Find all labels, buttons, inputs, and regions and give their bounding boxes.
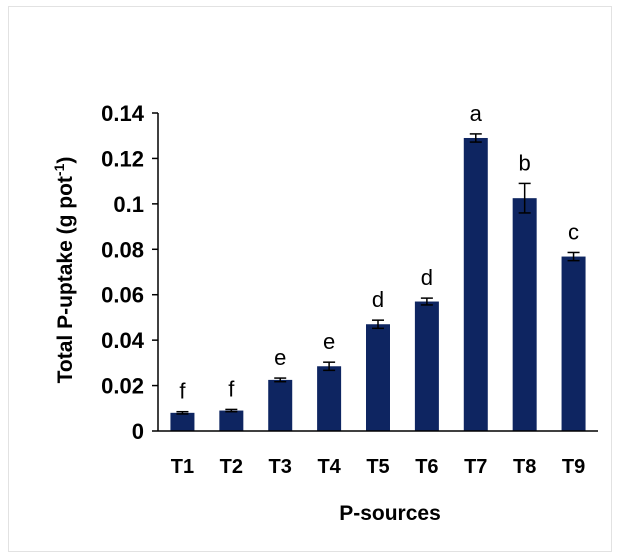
y-tick-label: 0.08: [101, 237, 144, 262]
significance-letter-t9: c: [568, 219, 579, 244]
x-tick-label-t1: T1: [171, 456, 194, 478]
error-bar-t7: [469, 133, 482, 143]
bar-t7: [463, 137, 488, 431]
bars-layer: [170, 137, 586, 431]
significance-letter-t6: d: [421, 265, 433, 290]
y-tick-label: 0.06: [101, 283, 144, 308]
error-bar-t5: [372, 319, 384, 330]
y-axis-title-main: Total P-uptake (g pot: [54, 176, 77, 383]
y-tick-label: 0.04: [101, 328, 145, 353]
bar-t9: [561, 256, 586, 431]
x-tick-label-t2: T2: [220, 456, 243, 478]
significance-letter-t3: e: [274, 345, 286, 370]
error-bar-t8: [518, 182, 531, 214]
error-bar-t4: [323, 361, 336, 372]
y-tick-label: 0: [132, 419, 144, 444]
x-tick-label-t6: T6: [415, 456, 438, 478]
x-tick-label-t9: T9: [562, 456, 585, 478]
bar-t2: [219, 410, 244, 431]
significance-letter-t8: b: [519, 150, 531, 175]
y-tick-label: 0.02: [101, 374, 144, 399]
y-axis-title: Total P-uptake (g pot-1): [51, 157, 77, 384]
x-axis-title: P-sources: [339, 502, 441, 525]
y-tick-label: 0.14: [101, 101, 145, 126]
bar-t6: [414, 301, 439, 431]
x-tick-label-t3: T3: [269, 456, 292, 478]
x-tick-label-t5: T5: [366, 456, 389, 478]
y-tick-label: 0.1: [113, 192, 144, 217]
x-tick-label-t4: T4: [317, 456, 341, 478]
significance-letter-t1: f: [179, 379, 186, 404]
significance-letter-t4: e: [323, 329, 335, 354]
x-tick-label-t8: T8: [513, 456, 536, 478]
bar-t3: [268, 379, 293, 431]
bar-t5: [366, 324, 390, 431]
bar-t4: [317, 366, 342, 431]
error-bar-t6: [420, 297, 433, 306]
x-tick-label-t7: T7: [464, 456, 487, 478]
significance-letter-t7: a: [470, 101, 483, 126]
axes-layer: [157, 113, 598, 432]
y-ticks-layer: 0 0.02 0.04 0.06 0.08 0.1 0.12 0.14: [101, 101, 158, 444]
y-tick-label: 0.12: [101, 146, 144, 171]
error-bar-t1: [176, 410, 189, 415]
error-bar-t2: [225, 408, 238, 413]
significance-letter-t2: f: [228, 376, 235, 401]
chart-frame: [8, 6, 612, 552]
error-bar-t9: [567, 251, 580, 262]
bar-t8: [512, 198, 537, 431]
significance-letters-layer: f f e e d d a b c: [179, 101, 579, 404]
error-bar-t3: [274, 377, 287, 383]
bar-t1: [170, 412, 195, 431]
significance-letter-t5: d: [372, 287, 384, 312]
y-axis-title-superscript: -1: [51, 163, 67, 176]
y-axis-title-close: ): [54, 157, 77, 164]
x-ticks-layer: T1 T2 T3 T4 T5 T6 T7 T8 T9: [171, 456, 585, 478]
error-bars-layer: [176, 133, 580, 415]
